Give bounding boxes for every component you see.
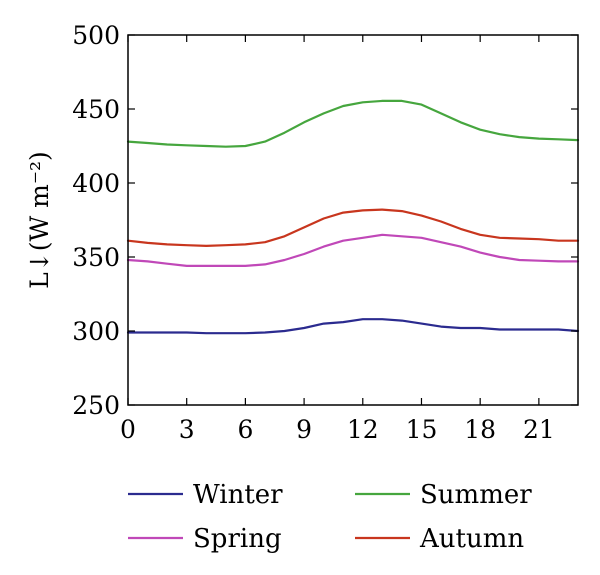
y-tick-label: 450 — [72, 95, 120, 124]
y-tick-label: 400 — [72, 169, 120, 198]
y-tick-label: 300 — [72, 317, 120, 346]
series-line-summer — [126, 99, 580, 148]
x-tick-label: 18 — [464, 415, 496, 444]
x-tick-label: 9 — [296, 415, 312, 444]
x-tick-label: 15 — [406, 415, 438, 444]
series-line-autumn — [126, 208, 580, 247]
legend-label-summer: Summer — [420, 480, 532, 510]
legend-label-autumn: Autumn — [419, 524, 524, 554]
y-tick-label: 500 — [72, 21, 120, 50]
plot-lines — [126, 99, 580, 335]
y-tick-label: 350 — [72, 243, 120, 272]
y-axis-label-group: L↓(W m⁻²) — [25, 151, 54, 289]
legend-label-winter: Winter — [193, 480, 283, 510]
axes: 250 300 350 400 450 500 0 3 6 9 12 15 18 21 — [72, 21, 578, 444]
y-tick-label: 250 — [72, 391, 120, 420]
x-tick-label: 6 — [237, 415, 253, 444]
legend-label-spring: Spring — [193, 524, 282, 554]
y-axis-label: L↓(W m⁻²) — [25, 151, 54, 289]
x-tick-label: 3 — [179, 415, 195, 444]
legend: Winter Summer Spring Autumn — [128, 480, 532, 554]
plot-frame — [127, 34, 579, 406]
x-tick-label: 12 — [347, 415, 379, 444]
series-line-spring — [126, 233, 580, 267]
series-line-winter — [126, 318, 580, 335]
x-tick-label: 21 — [523, 415, 555, 444]
x-tick-label: 0 — [120, 415, 136, 444]
